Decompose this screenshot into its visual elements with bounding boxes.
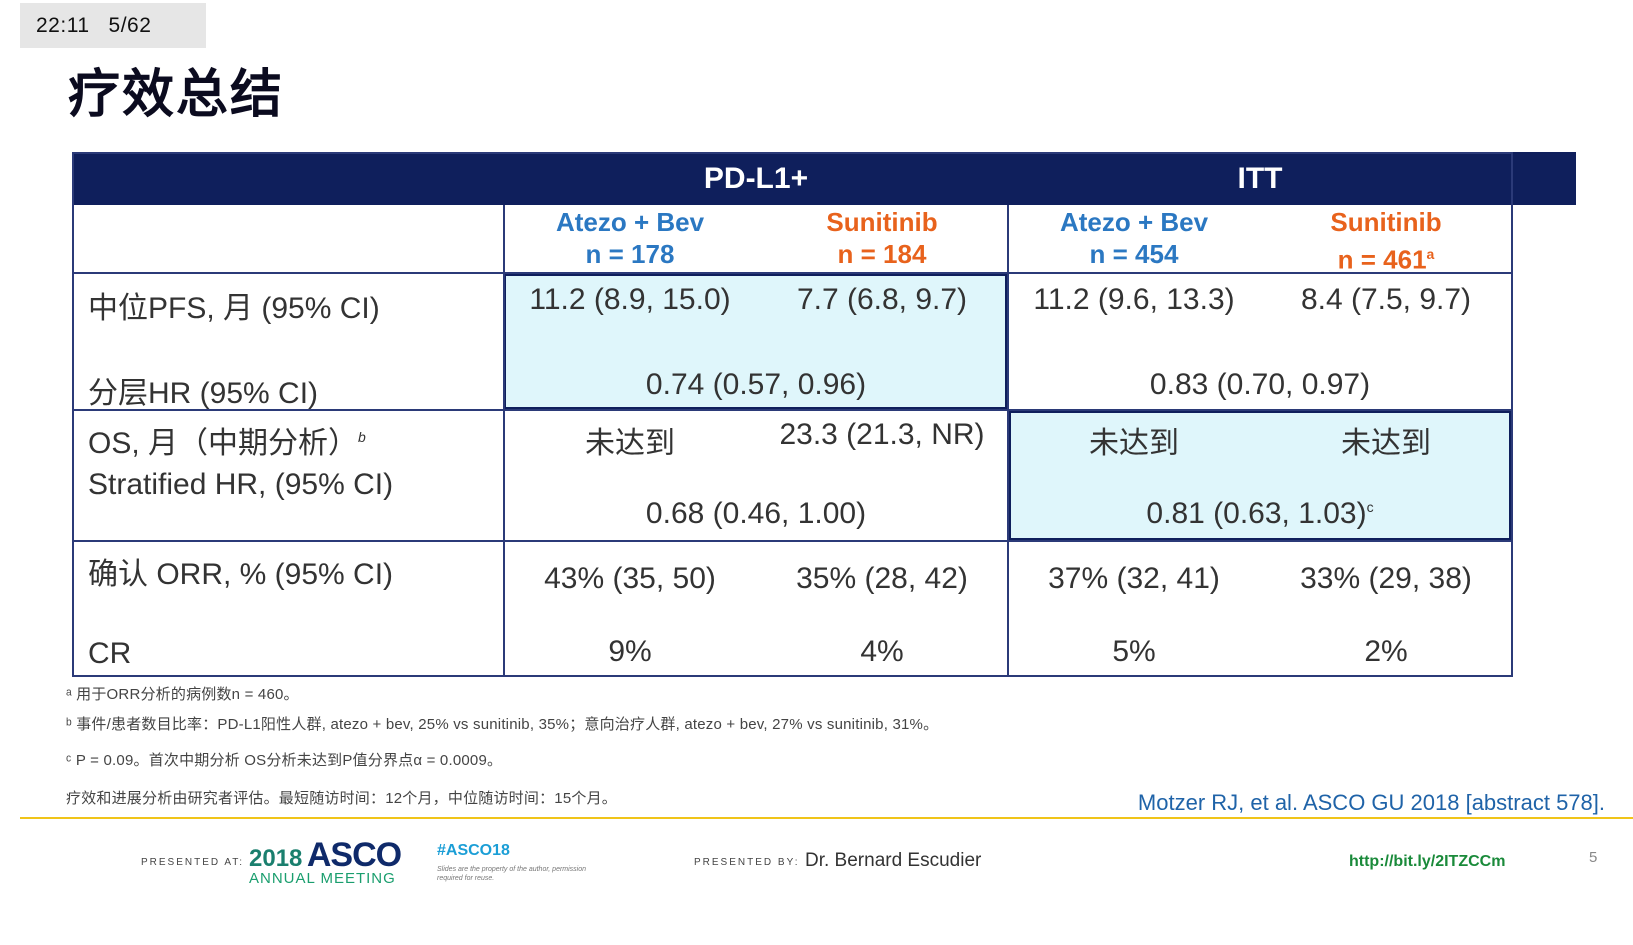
arm-header: Atezo + Bev n = 454: [1008, 206, 1260, 270]
footnote-d: 疗效和进展分析由研究者评估。最短随访时间：12个月，中位随访时间：15个月。: [66, 790, 617, 807]
orr-value: 37% (32, 41): [1048, 562, 1220, 595]
slide-title: 疗效总结: [68, 65, 285, 125]
footnote-b: ᵇ 事件/患者数目比率：PD-L1阳性人群, atezo + bev, 25% …: [66, 716, 939, 733]
grid-line: [1007, 205, 1009, 677]
os-hr-superscript: c: [1366, 499, 1374, 515]
grid-line: [72, 272, 1513, 274]
arm-header: Atezo + Bev n = 178: [504, 206, 756, 270]
hashtag: #ASCO18: [437, 842, 510, 859]
grid-line: [72, 409, 1513, 411]
status-time: 22:11: [36, 14, 90, 37]
orr-label: 确认 ORR, % (95% CI): [88, 558, 394, 591]
os-value: 未达到: [1089, 427, 1179, 460]
os-label-superscript: b: [358, 429, 366, 445]
cr-label: CR: [88, 637, 132, 670]
group-header-pdl1: PD-L1+: [703, 162, 809, 195]
footer-rule: [20, 817, 1633, 819]
arm-n: n = 461a: [1260, 238, 1512, 276]
arm-header: Sunitinib n = 461a: [1260, 206, 1512, 276]
os-hr: 0.68 (0.46, 1.00): [645, 497, 867, 530]
cr-value: 9%: [608, 635, 652, 668]
os-value: 未达到: [1341, 427, 1431, 460]
cr-value: 2%: [1364, 635, 1408, 668]
os-hr: 0.81 (0.63, 1.03)c: [1008, 497, 1512, 531]
asco-logo: 2018 ASCO: [249, 836, 402, 875]
os-hr-text: 0.81 (0.63, 1.03): [1146, 497, 1367, 530]
orr-value: 43% (35, 50): [544, 562, 716, 595]
orr-value: 33% (29, 38): [1300, 562, 1472, 595]
itt-os-highlight: [1008, 410, 1512, 541]
slide-url[interactable]: http://bit.ly/2ITZCCm: [1349, 853, 1506, 870]
efficacy-table: PD-L1+ ITT Atezo + Bev n = 178 Sunitinib…: [72, 152, 1576, 707]
presenter-name: Dr. Bernard Escudier: [805, 850, 982, 871]
presented-at-label: PRESENTED AT:: [141, 857, 245, 868]
pfs-hr: 0.74 (0.57, 0.96): [645, 368, 867, 401]
arm-n: n = 178: [585, 239, 675, 269]
os-value: 未达到: [585, 427, 675, 460]
cr-value: 4%: [860, 635, 904, 668]
pfs-value: 11.2 (9.6, 13.3): [1033, 283, 1235, 316]
group-header-itt: ITT: [1237, 162, 1283, 195]
status-page: 5/62: [108, 14, 152, 37]
arm-name: Atezo + Bev: [555, 207, 705, 237]
footnote-c: ᶜ P = 0.09。首次中期分析 OS分析未达到P值分界点α = 0.0009…: [66, 752, 503, 769]
pfs-label: 中位PFS, 月 (95% CI): [88, 292, 380, 325]
asco-name: ASCO: [306, 836, 402, 874]
asco-year: 2018: [249, 845, 303, 872]
arm-name: Atezo + Bev: [1059, 207, 1209, 237]
arm-n-value: n = 461: [1337, 244, 1427, 275]
page-number: 5: [1589, 849, 1598, 866]
pdl1-pfs-highlight: [503, 273, 1008, 410]
pfs-value: 8.4 (7.5, 9.7): [1300, 283, 1472, 316]
pfs-value: 7.7 (6.8, 9.7): [796, 283, 968, 316]
pfs-hr-label: 分层HR (95% CI): [88, 377, 319, 410]
arm-n: n = 184: [837, 239, 927, 269]
grid-line: [503, 205, 505, 677]
os-label-text: OS, 月（中期分析）: [88, 427, 359, 460]
status-bar: 22:11 5/62: [20, 3, 206, 48]
asco-subtitle: ANNUAL MEETING: [249, 870, 396, 887]
grid-line: [72, 540, 1513, 542]
presented-by-label: PRESENTED BY:: [694, 857, 800, 868]
arm-n: n = 454: [1089, 239, 1179, 269]
pfs-value: 11.2 (8.9, 15.0): [529, 283, 731, 316]
os-hr-label: Stratified HR, (95% CI): [88, 468, 394, 501]
citation: Motzer RJ, et al. ASCO GU 2018 [abstract…: [1137, 790, 1605, 815]
arm-name: Sunitinib: [1330, 207, 1442, 237]
table-frame: [72, 152, 1513, 677]
orr-value: 35% (28, 42): [796, 562, 968, 595]
arm-header: Sunitinib n = 184: [756, 206, 1008, 270]
cr-value: 5%: [1112, 635, 1156, 668]
pfs-hr: 0.83 (0.70, 0.97): [1149, 368, 1371, 401]
os-value: 23.3 (21.3, NR): [779, 418, 985, 451]
arm-n-superscript: a: [1426, 246, 1435, 262]
hashtag-note: Slides are the property of the author, p…: [437, 866, 587, 882]
arm-name: Sunitinib: [826, 207, 938, 237]
table-header-bar: PD-L1+ ITT: [72, 152, 1576, 205]
os-label: OS, 月（中期分析）b: [88, 418, 366, 462]
footnote-a: ᵃ 用于ORR分析的病例数n = 460。: [66, 683, 299, 704]
